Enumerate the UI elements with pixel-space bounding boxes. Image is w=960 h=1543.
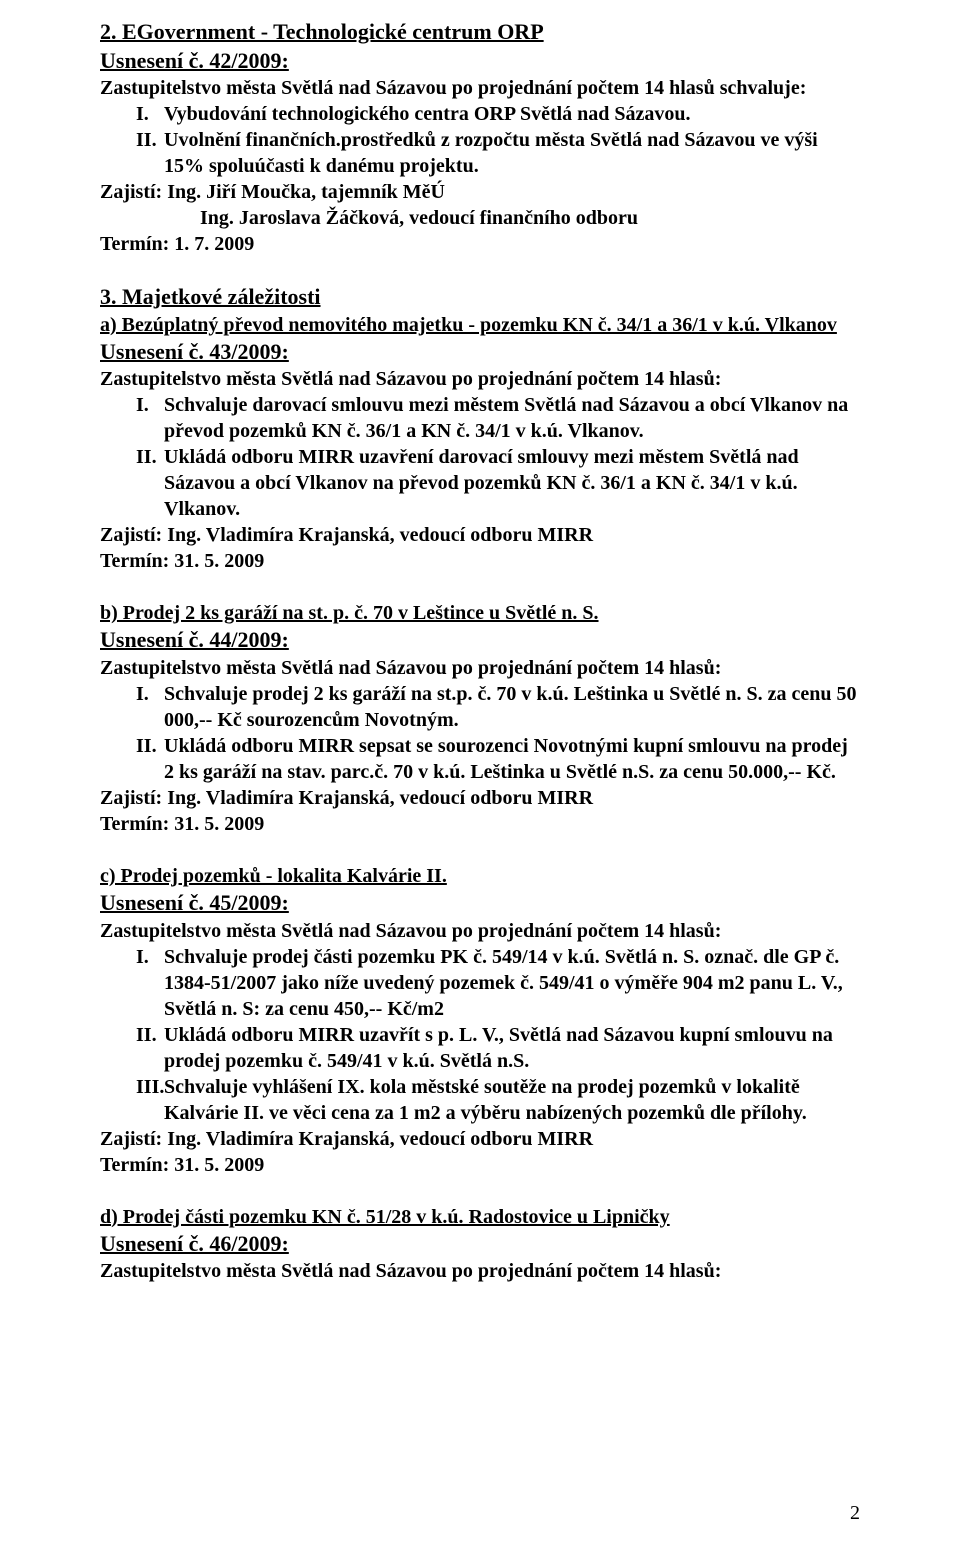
section-c-item-iii: III. Schvaluje vyhlášení IX. kola městsk… — [100, 1074, 860, 1126]
section-2-item-ii: II. Uvolnění finančních.prostředků z roz… — [100, 127, 860, 179]
section-c-zajisti: Zajistí: Ing. Vladimíra Krajanská, vedou… — [100, 1126, 860, 1152]
list-roman: II. — [100, 1022, 164, 1074]
list-text: Ukládá odboru MIRR uzavřít s p. L. V., S… — [164, 1022, 860, 1074]
section-b-termin: Termín: 31. 5. 2009 — [100, 811, 860, 837]
section-d-intro: Zastupitelstvo města Světlá nad Sázavou … — [100, 1258, 860, 1284]
section-c-label: c) Prodej pozemků - lokalita Kalvárie II… — [100, 865, 447, 887]
list-roman: I. — [100, 101, 164, 127]
resolution-45: Usnesení č. 45/2009: — [100, 889, 860, 918]
section-2: 2. EGovernment - Technologické centrum O… — [100, 18, 860, 257]
list-text: Schvaluje darovací smlouvu mezi městem S… — [164, 392, 860, 444]
section-b-label: b) Prodej 2 ks garáží na st. p. č. 70 v … — [100, 602, 599, 624]
list-roman: II. — [100, 127, 164, 179]
list-text: Vybudování technologického centra ORP Sv… — [164, 101, 860, 127]
section-3a-label: a) Bezúplatný převod nemovitého majetku … — [100, 314, 837, 336]
section-d-label: d) Prodej části pozemku KN č. 51/28 v k.… — [100, 1206, 670, 1228]
list-text: Schvaluje vyhlášení IX. kola městské sou… — [164, 1074, 860, 1126]
list-roman: II. — [100, 444, 164, 522]
list-text: Ukládá odboru MIRR uzavření darovací sml… — [164, 444, 860, 522]
section-c: c) Prodej pozemků - lokalita Kalvárie II… — [100, 863, 860, 1178]
list-roman: III. — [100, 1074, 164, 1126]
list-text: Uvolnění finančních.prostředků z rozpočt… — [164, 127, 860, 179]
page-number: 2 — [850, 1502, 860, 1525]
section-3-item-i: I. Schvaluje darovací smlouvu mezi měste… — [100, 392, 860, 444]
document-page: 2. EGovernment - Technologické centrum O… — [0, 0, 960, 1543]
section-b-zajisti: Zajistí: Ing. Vladimíra Krajanská, vedou… — [100, 785, 860, 811]
section-3-title: 3. Majetkové záležitosti — [100, 283, 860, 312]
section-2-termin: Termín: 1. 7. 2009 — [100, 231, 860, 257]
resolution-46: Usnesení č. 46/2009: — [100, 1230, 860, 1259]
section-b-item-ii: II. Ukládá odboru MIRR sepsat se souroze… — [100, 733, 860, 785]
section-d: d) Prodej části pozemku KN č. 51/28 v k.… — [100, 1204, 860, 1285]
section-2-item-i: I. Vybudování technologického centra ORP… — [100, 101, 860, 127]
section-b: b) Prodej 2 ks garáží na st. p. č. 70 v … — [100, 600, 860, 837]
section-3-zajisti: Zajistí: Ing. Vladimíra Krajanská, vedou… — [100, 522, 860, 548]
list-roman: I. — [100, 944, 164, 1022]
section-2-zajisti: Zajistí: Ing. Jiří Moučka, tajemník MěÚ — [100, 179, 860, 205]
section-2-intro: Zastupitelstvo města Světlá nad Sázavou … — [100, 75, 860, 101]
section-3-item-ii: II. Ukládá odboru MIRR uzavření darovací… — [100, 444, 860, 522]
section-c-item-i: I. Schvaluje prodej části pozemku PK č. … — [100, 944, 860, 1022]
section-3-termin: Termín: 31. 5. 2009 — [100, 548, 860, 574]
resolution-43: Usnesení č. 43/2009: — [100, 338, 860, 367]
list-text: Schvaluje prodej 2 ks garáží na st.p. č.… — [164, 681, 860, 733]
section-2-ing: Ing. Jaroslava Žáčková, vedoucí finanční… — [100, 205, 860, 231]
list-roman: I. — [100, 392, 164, 444]
list-roman: II. — [100, 733, 164, 785]
resolution-42: Usnesení č. 42/2009: — [100, 47, 860, 76]
section-c-intro: Zastupitelstvo města Světlá nad Sázavou … — [100, 918, 860, 944]
section-b-item-i: I. Schvaluje prodej 2 ks garáží na st.p.… — [100, 681, 860, 733]
section-3: 3. Majetkové záležitosti a) Bezúplatný p… — [100, 283, 860, 574]
resolution-44: Usnesení č. 44/2009: — [100, 626, 860, 655]
section-b-intro: Zastupitelstvo města Světlá nad Sázavou … — [100, 655, 860, 681]
list-text: Schvaluje prodej části pozemku PK č. 549… — [164, 944, 860, 1022]
section-c-termin: Termín: 31. 5. 2009 — [100, 1152, 860, 1178]
section-3-intro: Zastupitelstvo města Světlá nad Sázavou … — [100, 366, 860, 392]
list-roman: I. — [100, 681, 164, 733]
section-c-item-ii: II. Ukládá odboru MIRR uzavřít s p. L. V… — [100, 1022, 860, 1074]
list-text: Ukládá odboru MIRR sepsat se sourozenci … — [164, 733, 860, 785]
section-2-title: 2. EGovernment - Technologické centrum O… — [100, 18, 860, 47]
